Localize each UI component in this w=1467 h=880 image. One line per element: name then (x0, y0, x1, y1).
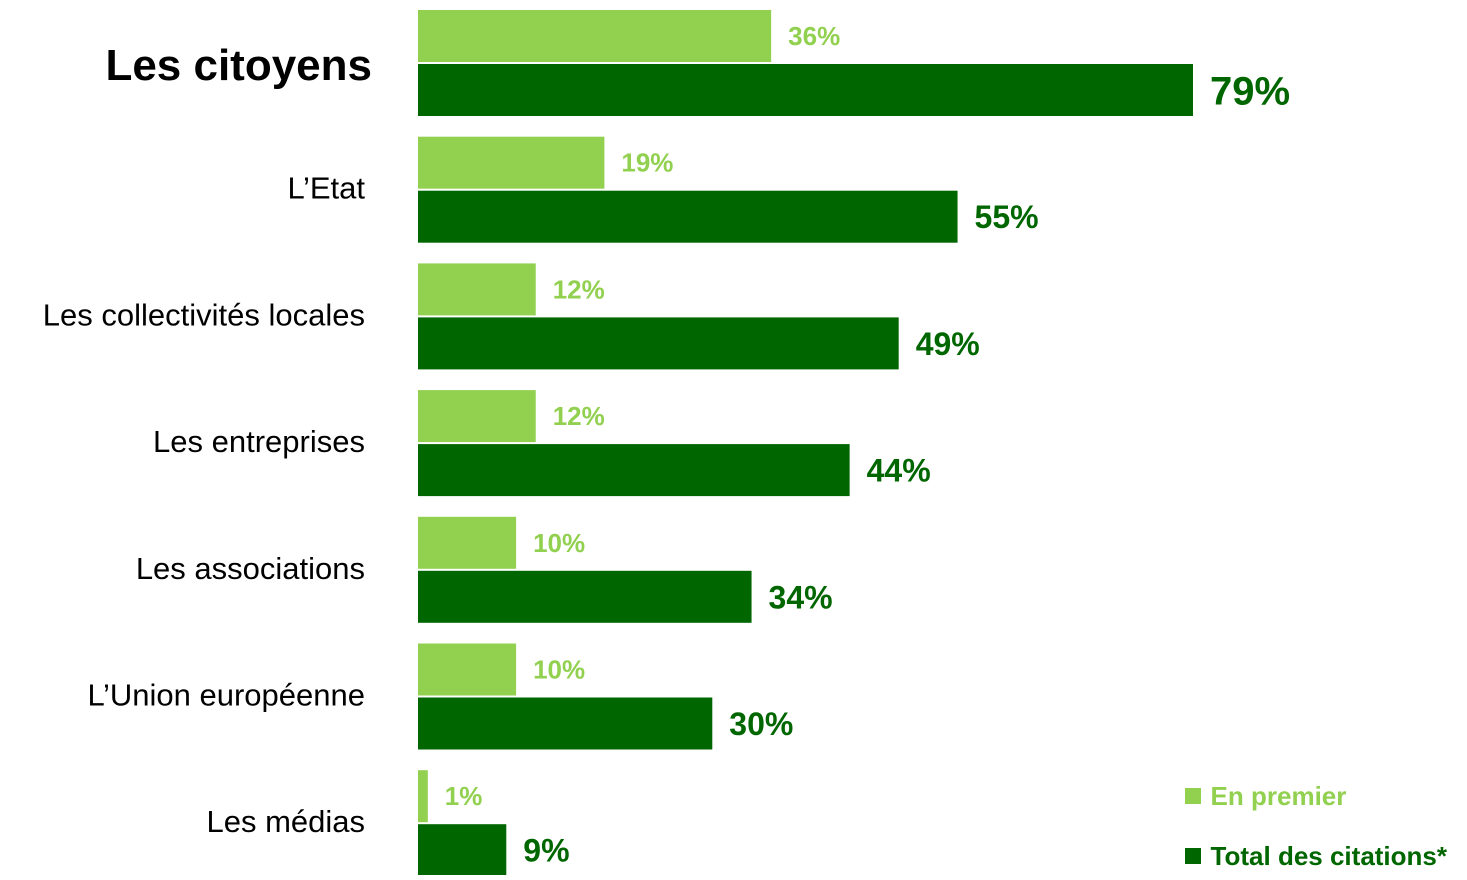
category-label-les-citoyens: Les citoyens (105, 41, 372, 90)
bar-total-des-citations-les-citoyens (418, 64, 1193, 116)
value-label-total-des-citations-l-etat: 55% (975, 199, 1039, 235)
value-label-total-des-citations-les-medias: 9% (523, 833, 569, 869)
value-label-total-des-citations-les-entreprises: 44% (867, 453, 931, 489)
value-label-en-premier-l-etat: 19% (621, 148, 673, 178)
value-label-en-premier-les-collectivites-locales: 12% (553, 274, 605, 304)
category-label-l-union-europeenne: L’Union européenne (87, 678, 365, 713)
bar-total-des-citations-les-collectivites-locales (418, 317, 899, 370)
value-label-total-des-citations-les-associations: 34% (769, 579, 833, 615)
bar-total-des-citations-les-medias (418, 824, 507, 877)
category-label-l-etat: L’Etat (287, 171, 365, 206)
value-label-total-des-citations-l-union-europeenne: 30% (729, 706, 793, 742)
value-label-en-premier-les-entreprises: 12% (553, 401, 605, 431)
legend-item-en-premier: En premier (1184, 780, 1447, 811)
legend: En premier Total des citations* (1184, 780, 1447, 871)
value-label-en-premier-l-union-europeenne: 10% (533, 655, 585, 685)
bar-en-premier-les-entreprises (418, 390, 536, 443)
value-label-en-premier-les-medias: 1% (445, 781, 483, 811)
legend-label-total-des-citations: Total des citations* (1210, 840, 1447, 871)
value-label-total-des-citations-les-citoyens: 79% (1210, 69, 1290, 113)
category-label-les-associations: Les associations (136, 551, 365, 586)
legend-item-total-des-citations: Total des citations* (1184, 840, 1447, 871)
bar-en-premier-les-citoyens (418, 10, 772, 62)
legend-label-en-premier: En premier (1210, 780, 1347, 811)
category-label-les-medias: Les médias (206, 804, 365, 839)
bar-en-premier-l-etat (418, 136, 605, 189)
bar-en-premier-les-collectivites-locales (418, 263, 536, 316)
bar-en-premier-les-associations (418, 516, 517, 569)
bar-total-des-citations-l-etat (418, 190, 958, 243)
bar-total-des-citations-l-union-europeenne (418, 697, 713, 750)
bar-en-premier-les-medias (418, 770, 428, 823)
category-label-les-entreprises: Les entreprises (153, 424, 365, 459)
legend-swatch-light-icon (1184, 788, 1201, 804)
bar-en-premier-l-union-europeenne (418, 643, 517, 696)
value-label-en-premier-les-associations: 10% (533, 528, 585, 558)
value-label-total-des-citations-les-collectivites-locales: 49% (916, 326, 980, 362)
bar-total-des-citations-les-associations (418, 570, 752, 623)
category-label-les-collectivites-locales: Les collectivités locales (43, 297, 365, 332)
bar-total-des-citations-les-entreprises (418, 444, 850, 497)
legend-swatch-dark-icon (1184, 848, 1201, 864)
value-label-en-premier-les-citoyens: 36% (788, 21, 840, 51)
